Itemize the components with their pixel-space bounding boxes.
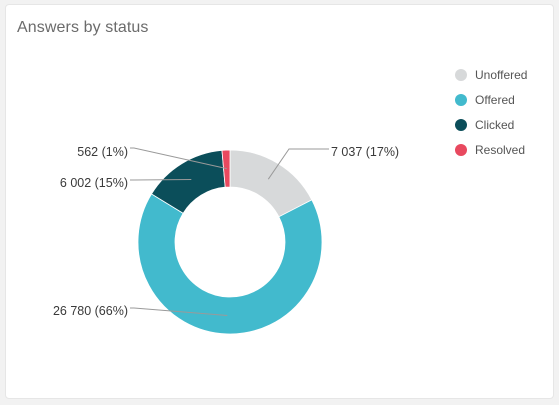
legend-swatch-unoffered bbox=[455, 69, 467, 81]
legend-label-unoffered: Unoffered bbox=[475, 68, 527, 82]
legend-item-clicked[interactable]: Clicked bbox=[455, 118, 514, 132]
data-label-offered: 26 780 (66%) bbox=[53, 304, 128, 318]
legend-item-resolved[interactable]: Resolved bbox=[455, 143, 525, 157]
slice-offered[interactable] bbox=[137, 193, 323, 335]
legend-label-offered: Offered bbox=[475, 93, 515, 107]
legend-item-offered[interactable]: Offered bbox=[455, 93, 515, 107]
legend-label-clicked: Clicked bbox=[475, 118, 514, 132]
legend: Unoffered Offered Clicked Resolved bbox=[455, 68, 527, 157]
legend-label-resolved: Resolved bbox=[475, 143, 525, 157]
leader-line-offered bbox=[130, 307, 228, 316]
data-label-resolved: 562 (1%) bbox=[77, 145, 128, 159]
legend-swatch-offered bbox=[455, 94, 467, 106]
leader-line-unoffered bbox=[267, 148, 329, 180]
legend-swatch-resolved bbox=[455, 144, 467, 156]
donut-slices bbox=[137, 149, 323, 335]
leader-line-clicked bbox=[130, 179, 192, 181]
data-label-unoffered: 7 037 (17%) bbox=[331, 145, 399, 159]
leader-lines bbox=[130, 147, 329, 316]
legend-swatch-clicked bbox=[455, 119, 467, 131]
data-labels: 7 037 (17%) 26 780 (66%) 6 002 (15%) 562 (1… bbox=[53, 145, 399, 318]
chart-title: Answers by status bbox=[17, 19, 149, 36]
data-label-clicked: 6 002 (15%) bbox=[60, 176, 128, 190]
legend-item-unoffered[interactable]: Unoffered bbox=[455, 68, 527, 82]
leader-line-resolved bbox=[130, 147, 227, 170]
